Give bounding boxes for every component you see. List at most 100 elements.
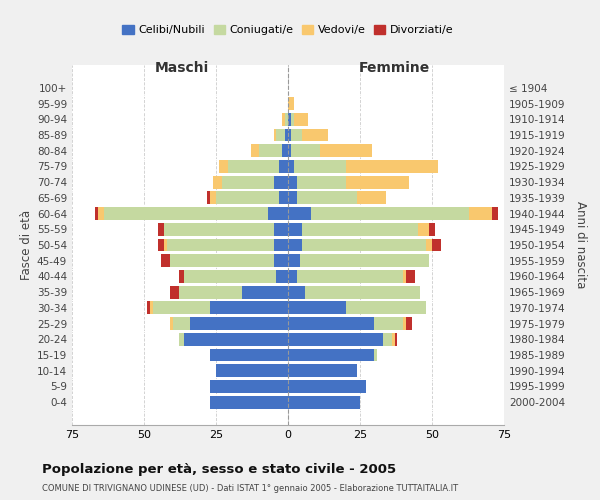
Bar [184, 270, 277, 283]
Bar [282, 113, 285, 126]
Bar [184, 333, 288, 346]
Bar [395, 333, 397, 346]
Bar [277, 270, 288, 283]
Bar [288, 270, 296, 283]
Bar [288, 176, 296, 188]
Bar [291, 128, 302, 141]
Bar [213, 176, 222, 188]
Bar [406, 270, 415, 283]
Y-axis label: Fasce di età: Fasce di età [20, 210, 33, 280]
Bar [346, 176, 409, 188]
Bar [152, 302, 210, 314]
Bar [493, 207, 498, 220]
Bar [210, 192, 216, 204]
Bar [179, 270, 184, 283]
Bar [296, 270, 403, 283]
Bar [251, 144, 259, 157]
Bar [210, 380, 288, 393]
Bar [426, 238, 432, 252]
Bar [259, 144, 282, 157]
Bar [383, 333, 392, 346]
Bar [374, 317, 403, 330]
Bar [288, 207, 311, 220]
Text: COMUNE DI TRIVIGNANO UDINESE (UD) - Dati ISTAT 1° gennaio 2005 - Elaborazione TU: COMUNE DI TRIVIGNANO UDINESE (UD) - Dati… [42, 484, 458, 493]
Bar [288, 380, 366, 393]
Bar [288, 238, 302, 252]
Bar [216, 192, 280, 204]
Bar [346, 160, 438, 173]
Bar [277, 128, 285, 141]
Bar [95, 207, 98, 220]
Bar [418, 223, 429, 235]
Bar [392, 333, 395, 346]
Bar [274, 223, 288, 235]
Text: Popolazione per età, sesso e stato civile - 2005: Popolazione per età, sesso e stato civil… [42, 462, 396, 475]
Bar [294, 160, 346, 173]
Bar [302, 128, 328, 141]
Bar [170, 317, 173, 330]
Bar [288, 396, 360, 408]
Bar [285, 113, 288, 126]
Bar [158, 238, 164, 252]
Bar [164, 238, 167, 252]
Bar [296, 192, 357, 204]
Bar [173, 317, 190, 330]
Bar [274, 176, 288, 188]
Text: Maschi: Maschi [154, 61, 209, 75]
Bar [242, 286, 288, 298]
Bar [429, 223, 435, 235]
Bar [179, 286, 242, 298]
Bar [274, 238, 288, 252]
Bar [210, 396, 288, 408]
Bar [302, 238, 426, 252]
Bar [227, 160, 280, 173]
Bar [170, 286, 179, 298]
Bar [374, 348, 377, 362]
Bar [170, 254, 274, 267]
Bar [469, 207, 493, 220]
Bar [288, 364, 357, 377]
Bar [357, 192, 386, 204]
Bar [210, 302, 288, 314]
Bar [299, 254, 429, 267]
Bar [288, 254, 299, 267]
Bar [288, 97, 294, 110]
Bar [104, 207, 268, 220]
Bar [432, 238, 440, 252]
Bar [147, 302, 150, 314]
Bar [285, 128, 288, 141]
Bar [320, 144, 371, 157]
Bar [291, 113, 294, 126]
Bar [158, 223, 164, 235]
Bar [288, 223, 302, 235]
Bar [190, 317, 288, 330]
Bar [288, 192, 296, 204]
Bar [288, 302, 346, 314]
Bar [282, 144, 288, 157]
Bar [98, 207, 104, 220]
Bar [403, 270, 406, 283]
Bar [222, 176, 274, 188]
Bar [288, 144, 291, 157]
Bar [406, 317, 412, 330]
Bar [288, 317, 374, 330]
Text: Femmine: Femmine [359, 61, 430, 75]
Bar [288, 160, 294, 173]
Bar [161, 254, 170, 267]
Bar [210, 348, 288, 362]
Bar [274, 128, 277, 141]
Bar [179, 333, 184, 346]
Bar [167, 238, 274, 252]
Y-axis label: Anni di nascita: Anni di nascita [574, 202, 587, 288]
Bar [288, 113, 291, 126]
Bar [346, 302, 426, 314]
Bar [288, 333, 383, 346]
Bar [294, 113, 308, 126]
Bar [208, 192, 210, 204]
Bar [311, 207, 469, 220]
Bar [288, 348, 374, 362]
Bar [280, 192, 288, 204]
Bar [150, 302, 152, 314]
Legend: Celibi/Nubili, Coniugati/e, Vedovi/e, Divorziati/e: Celibi/Nubili, Coniugati/e, Vedovi/e, Di… [118, 20, 458, 40]
Bar [268, 207, 288, 220]
